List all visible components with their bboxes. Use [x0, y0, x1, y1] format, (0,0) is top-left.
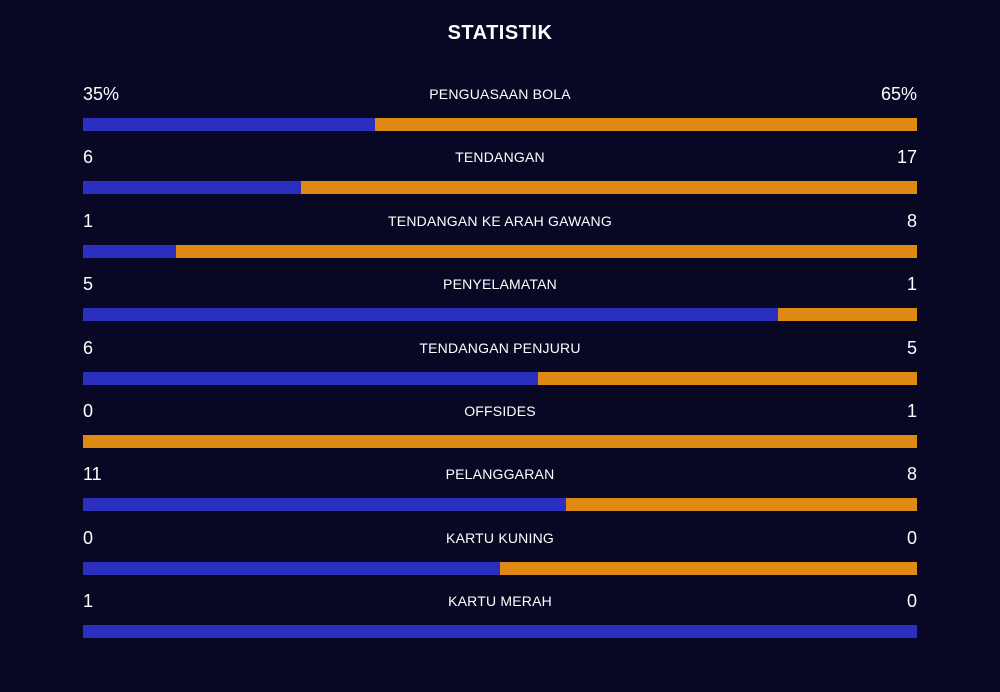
home-bar-fill: [83, 625, 917, 639]
home-bar-fill: [83, 371, 538, 385]
home-value: 6: [83, 337, 94, 358]
comparison-bar: [83, 625, 917, 639]
stat-row-red-cards: 1 KARTU MERAH 0: [83, 590, 917, 653]
stat-label: TENDANGAN: [455, 149, 545, 166]
home-bar-fill: [83, 244, 176, 258]
away-bar-fill: [537, 371, 917, 385]
stat-row-yellow-cards: 0 KARTU KUNING 0: [83, 527, 917, 590]
home-value: 0: [83, 400, 94, 421]
stat-row-fouls: 11 PELANGGARAN 8: [83, 463, 917, 526]
comparison-bar: [83, 308, 917, 322]
away-bar-fill: [777, 308, 917, 322]
stats-list: 35% PENGUASAAN BOLA 65% 6 TENDANGAN 17 1…: [83, 83, 917, 654]
away-value: 17: [896, 147, 917, 168]
home-bar-fill: [83, 561, 500, 575]
away-value: 1: [906, 400, 917, 421]
page-title: STATISTIK: [447, 22, 553, 44]
stat-label: TENDANGAN KE ARAH GAWANG: [388, 212, 612, 229]
stat-row-shots-on-target: 1 TENDANGAN KE ARAH GAWANG 8: [83, 210, 917, 273]
away-bar-fill: [500, 561, 917, 575]
comparison-bar: [83, 498, 917, 512]
home-value: 1: [83, 591, 94, 612]
home-value: 0: [83, 527, 94, 548]
comparison-bar: [83, 371, 917, 385]
stat-row-ball-possession: 35% PENGUASAAN BOLA 65%: [83, 83, 917, 146]
comparison-bar: [83, 118, 917, 131]
home-bar-fill: [83, 181, 301, 195]
home-value: 6: [83, 147, 94, 168]
stat-row-saves: 5 PENYELAMATAN 1: [83, 273, 917, 336]
stat-label: KARTU KUNING: [446, 529, 554, 546]
away-value: 8: [906, 464, 917, 485]
stat-label: PENGUASAAN BOLA: [429, 86, 571, 102]
stat-row-corners: 6 TENDANGAN PENJURU 5: [83, 337, 917, 400]
away-value: 65%: [880, 84, 917, 104]
away-value: 0: [906, 527, 917, 548]
stat-label: PELANGGARAN: [445, 466, 555, 483]
away-value: 8: [906, 210, 917, 231]
away-value: 0: [906, 591, 917, 612]
stat-row-offsides: 0 OFFSIDES 1: [83, 400, 917, 463]
comparison-bar: [83, 244, 917, 258]
away-value: 1: [906, 274, 917, 295]
away-bar-fill: [565, 498, 917, 512]
home-value: 11: [83, 464, 102, 485]
home-bar-fill: [83, 308, 778, 322]
comparison-bar: [83, 434, 917, 448]
home-bar-fill: [83, 498, 566, 512]
home-value: 35%: [83, 84, 120, 104]
comparison-bar: [83, 181, 917, 195]
comparison-bar: [83, 561, 917, 575]
stat-label: KARTU MERAH: [448, 593, 552, 610]
away-bar-fill: [300, 181, 917, 195]
stat-row-shots: 6 TENDANGAN 17: [83, 146, 917, 209]
away-bar-fill: [175, 244, 917, 258]
away-bar-fill: [374, 118, 917, 131]
stat-label: PENYELAMATAN: [443, 276, 557, 293]
away-value: 5: [906, 337, 917, 358]
stat-label: TENDANGAN PENJURU: [419, 339, 581, 356]
home-value: 1: [83, 210, 94, 231]
home-bar-fill: [83, 118, 375, 131]
away-bar-fill: [83, 434, 917, 448]
stat-label: OFFSIDES: [464, 402, 536, 419]
home-value: 5: [83, 274, 94, 295]
